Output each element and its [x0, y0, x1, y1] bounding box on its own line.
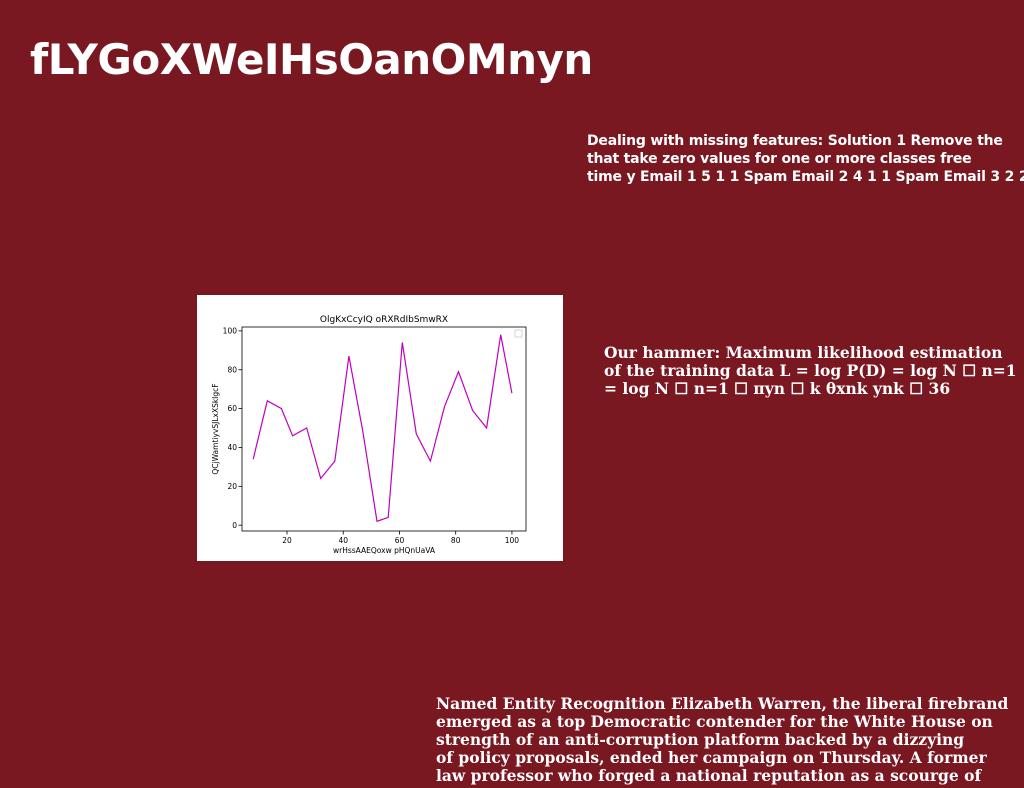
text-line: law professor who forged a national repu…	[436, 767, 982, 785]
text-line: that take zero values for one or more cl…	[587, 151, 972, 167]
text-line: of the training data L = log P(D) = log …	[604, 362, 1017, 380]
text-line: strength of an anti-corruption platform …	[436, 731, 965, 749]
x-tick-label: 100	[505, 536, 520, 545]
text-line: Named Entity Recognition Elizabeth Warre…	[436, 695, 1009, 713]
chart-title: OlgKxCcyIQ oRXRdIbSmwRX	[320, 315, 448, 325]
text-line: of policy proposals, ended her campaign …	[436, 749, 987, 767]
line-chart-figure: OlgKxCcyIQ oRXRdIbSmwRX 20 40 60 80 100 0 20 4…	[197, 295, 563, 561]
legend-box	[514, 329, 523, 338]
slide-title: fLYGoXWeIHsOanOMnyn	[30, 35, 593, 84]
y-tick-label: 20	[227, 482, 237, 491]
x-tick-label: 80	[451, 536, 461, 545]
y-axis: 0 20 40 60 80 100	[223, 326, 242, 530]
y-tick-label: 60	[227, 404, 237, 413]
y-tick-label: 0	[232, 521, 237, 530]
x-axis: 20 40 60 80 100	[282, 531, 519, 545]
plot-area-frame	[241, 326, 527, 532]
y-tick-label: 100	[223, 326, 238, 335]
text-line: time y Email 1 5 1 1 Spam Email 2 4 1 1 …	[587, 169, 1024, 185]
x-tick-label: 20	[282, 536, 292, 545]
text-line: emerged as a top Democratic contender fo…	[436, 713, 993, 731]
y-tick-label: 40	[227, 443, 237, 452]
text-line: Dealing with missing features: Solution …	[587, 133, 1003, 149]
series-line	[252, 334, 513, 523]
x-tick-label: 60	[395, 536, 405, 545]
text-line: Our hammer: Maximum likelihood estimatio…	[604, 344, 1003, 362]
y-tick-label: 80	[227, 365, 237, 374]
x-axis-label: wrHssAAEQoxw pHQnUaVA	[333, 546, 436, 555]
mle-text: Our hammer: Maximum likelihood estimatio…	[604, 344, 1024, 398]
x-tick-label: 40	[338, 536, 348, 545]
ner-text: Named Entity Recognition Elizabeth Warre…	[436, 695, 1024, 785]
line-chart: OlgKxCcyIQ oRXRdIbSmwRX 20 40 60 80 100 0 20 4…	[211, 315, 527, 555]
series-layer	[252, 334, 513, 523]
missing-features-text: Dealing with missing features: Solution …	[587, 132, 1024, 186]
text-line: = log N ☐ n=1 ☐ πyn ☐ k θxnk ynk ☐ 36	[604, 380, 951, 398]
y-axis-label: QCjWamtiyvSJLxXSkIgcF	[211, 383, 220, 474]
